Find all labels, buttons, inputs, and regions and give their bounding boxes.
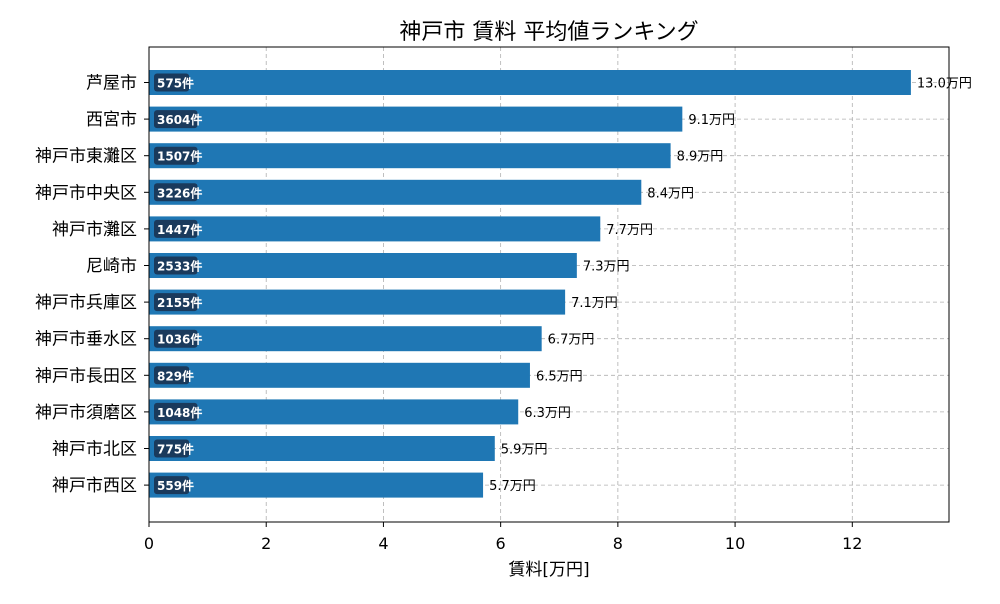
y-tick-label: 神戸市中央区 [35, 183, 137, 203]
count-label: 1048件 [157, 405, 202, 420]
bar [149, 472, 484, 498]
bar [149, 399, 519, 425]
count-label: 775件 [157, 442, 194, 457]
count-label: 3226件 [157, 185, 202, 200]
y-tick-label: 神戸市北区 [52, 440, 137, 460]
bar [149, 70, 911, 95]
count-badge [154, 219, 198, 238]
y-tick-label: 神戸市東灘区 [35, 147, 137, 167]
y-tick-label: 神戸市西区 [52, 476, 137, 496]
bar [149, 362, 530, 388]
count-label: 575件 [157, 76, 194, 91]
value-label: 6.3万円 [524, 406, 571, 421]
count-label: 1507件 [157, 149, 202, 164]
value-label: 7.7万円 [606, 223, 653, 238]
y-tick-label: 神戸市兵庫区 [35, 293, 137, 313]
x-tick-label: 6 [496, 534, 506, 553]
bar [149, 326, 542, 352]
value-label: 5.9万円 [501, 443, 548, 458]
y-tick-label: 神戸市垂水区 [35, 330, 137, 350]
value-label: 8.9万円 [677, 150, 724, 165]
count-badge [154, 293, 198, 312]
y-tick-label: 神戸市長田区 [35, 366, 137, 386]
count-label: 1447件 [157, 222, 202, 237]
x-tick-label: 4 [378, 534, 388, 553]
bar [149, 253, 577, 278]
value-label: 5.7万円 [489, 479, 536, 494]
x-tick-label: 2 [261, 534, 271, 553]
x-tick-label: 10 [725, 534, 745, 553]
y-tick-label: 神戸市灘区 [52, 220, 137, 240]
value-label: 13.0万円 [917, 77, 972, 92]
count-label: 1036件 [157, 332, 202, 347]
y-tick-label: 神戸市須磨区 [35, 403, 137, 423]
bar [149, 289, 566, 315]
count-badge [154, 402, 198, 421]
x-tick-label: 0 [144, 534, 154, 553]
value-label: 7.1万円 [571, 296, 618, 311]
y-tick-label: 尼崎市 [86, 257, 137, 277]
count-label: 2155件 [157, 295, 202, 310]
y-tick-label: 西宮市 [86, 110, 137, 130]
count-label: 559件 [157, 478, 194, 493]
x-axis-label: 賃料[万円] [508, 560, 589, 580]
value-label: 6.7万円 [548, 333, 595, 348]
bar [149, 106, 683, 132]
bar [149, 216, 601, 242]
value-label: 8.4万円 [647, 186, 694, 201]
count-badge [154, 476, 190, 495]
axes: 0 2 4 6 8 10 12 [144, 82, 862, 553]
count-label: 2533件 [157, 259, 202, 274]
count-label: 3604件 [157, 112, 202, 127]
count-label: 829件 [157, 368, 194, 383]
x-tick-label: 12 [842, 534, 862, 553]
bar [149, 436, 495, 461]
x-tick-label: 8 [613, 534, 623, 553]
count-badge [154, 73, 190, 92]
chart-title: 神戸市 賃料 平均値ランキング [399, 20, 698, 45]
y-tick-label: 芦屋市 [86, 74, 137, 94]
value-label: 7.3万円 [583, 260, 630, 275]
count-badge [154, 146, 198, 165]
plot-frame [148, 46, 950, 523]
bar [149, 143, 671, 169]
value-label: 6.5万円 [536, 369, 583, 384]
count-badge [154, 110, 198, 129]
count-badge [154, 183, 198, 202]
bars [149, 70, 911, 498]
value-label: 9.1万円 [688, 113, 735, 128]
bar [149, 179, 642, 205]
count-badge [154, 329, 198, 348]
count-badge [154, 366, 190, 385]
count-badge [154, 256, 198, 275]
count-badge [154, 439, 190, 458]
